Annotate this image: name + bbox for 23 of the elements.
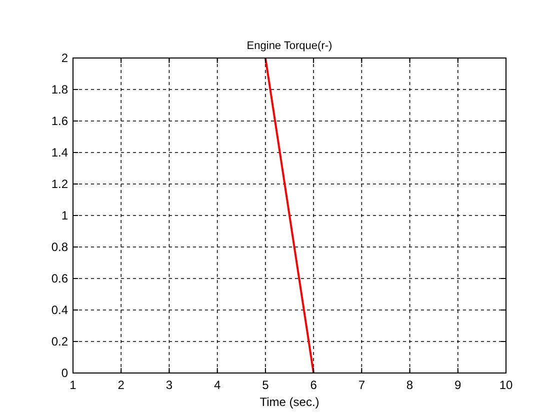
x-tick-label: 3: [166, 378, 173, 392]
y-tick-label: 0: [61, 366, 68, 380]
y-tick-label: 0.6: [51, 272, 68, 286]
y-tick-label: 2: [61, 51, 68, 65]
y-tick-label: 0.8: [51, 240, 68, 254]
y-tick-label: 1.6: [51, 114, 68, 128]
x-tick-label: 2: [118, 378, 125, 392]
x-tick-label: 10: [499, 378, 513, 392]
x-tick-label: 4: [214, 378, 221, 392]
x-tick-label: 6: [310, 378, 318, 392]
y-tick-label: 0.2: [51, 334, 68, 348]
y-tick-label: 1.4: [51, 146, 68, 160]
y-tick-label: 1.2: [51, 177, 68, 191]
x-tick-label: 1: [70, 378, 77, 392]
x-tick-label: 7: [358, 378, 366, 392]
x-axis-title: Time (sec.): [260, 395, 320, 409]
chart-title: Engine Torque(r-): [246, 40, 332, 52]
y-tick-label: 1.8: [51, 82, 68, 96]
x-tick-label: 9: [454, 378, 462, 392]
x-tick-label: 8: [406, 378, 414, 392]
y-tick-label: 1: [61, 208, 68, 222]
x-tick-label: 5: [262, 378, 270, 392]
y-tick-label: 0.4: [51, 303, 68, 317]
